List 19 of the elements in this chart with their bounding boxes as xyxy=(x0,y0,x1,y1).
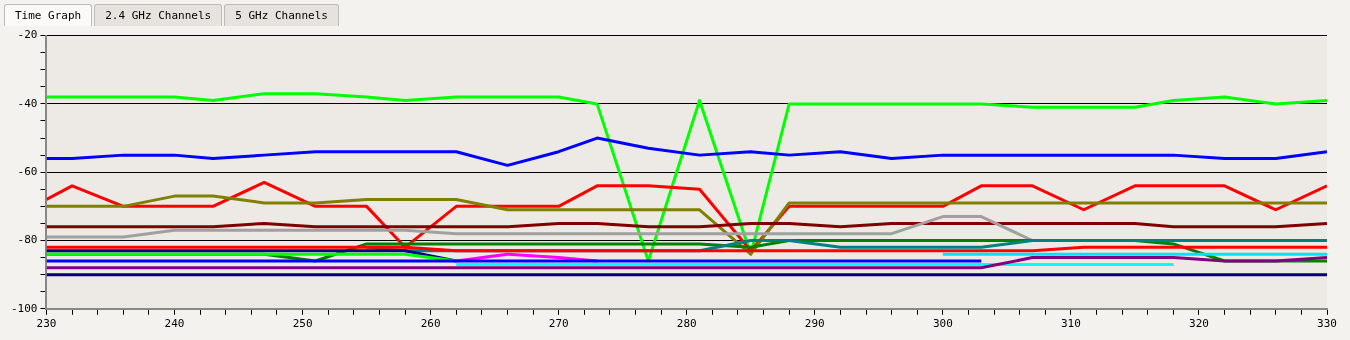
x-tick-label: 270 xyxy=(548,317,569,331)
y-tick-label: -20 xyxy=(17,28,38,42)
x-tick-label: 230 xyxy=(36,317,57,331)
text: 2.4 GHz Channels xyxy=(94,4,223,26)
text: Time Graph xyxy=(4,4,93,26)
x-tick-label: 240 xyxy=(164,317,185,331)
x-tick-label: 320 xyxy=(1189,317,1209,331)
y-tick-label: -80 xyxy=(17,233,38,247)
x-tick-label: 280 xyxy=(676,317,697,331)
x-tick-label: 290 xyxy=(804,317,825,331)
y-tick-label: -40 xyxy=(17,96,38,110)
x-tick-label: 330 xyxy=(1317,317,1337,331)
x-tick-label: 310 xyxy=(1060,317,1081,331)
x-tick-label: 250 xyxy=(292,317,313,331)
x-tick-label: 300 xyxy=(932,317,953,331)
x-tick-label: 260 xyxy=(420,317,441,331)
y-tick-label: -100 xyxy=(10,301,38,315)
y-tick-label: -60 xyxy=(17,165,38,179)
text: 5 GHz Channels xyxy=(224,4,339,26)
